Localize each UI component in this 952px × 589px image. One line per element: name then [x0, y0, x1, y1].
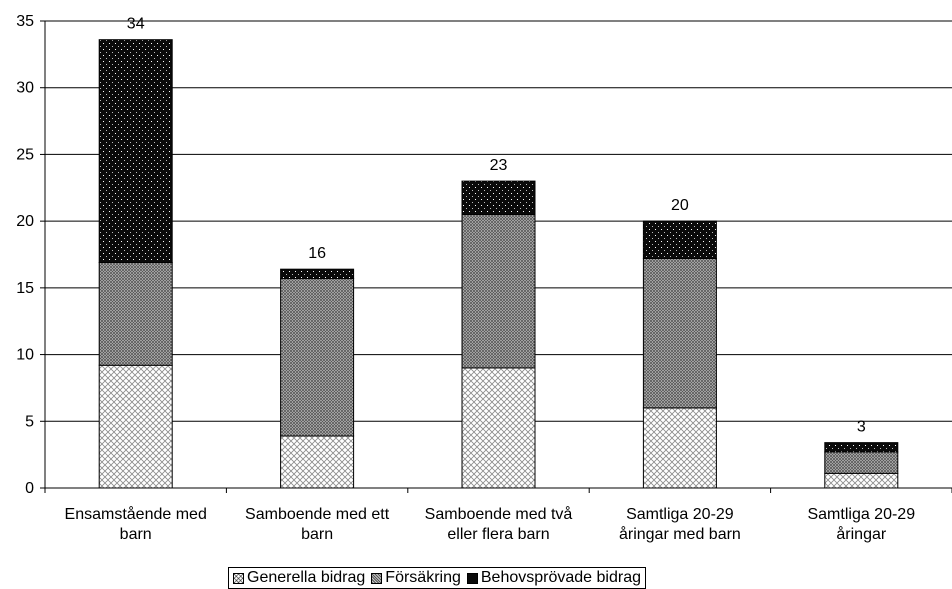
total-label: 23: [490, 157, 508, 174]
bar-segment: [461, 180, 536, 215]
bar-segment: [98, 39, 173, 264]
legend-item-forsakring: Försäkring: [371, 569, 461, 587]
y-tick-label: 30: [16, 80, 34, 97]
total-label: 3: [857, 419, 866, 436]
x-tick-label: Samboende med två eller flera barn: [424, 506, 573, 543]
legend-item-behovsprovade: Behovsprövade bidrag: [466, 569, 641, 587]
dense-hatch-swatch-icon: [371, 572, 383, 584]
bar-segment: [98, 262, 173, 366]
total-label: 34: [127, 16, 145, 33]
bars: [98, 39, 899, 489]
x-tick-label: Samtliga 20-29 åringar: [807, 506, 916, 543]
bar-segment: [824, 451, 899, 474]
bar-segment: [461, 367, 536, 489]
y-tick-label: 15: [16, 280, 34, 297]
crosshatch-swatch-icon: [233, 572, 244, 584]
bar-segment: [642, 407, 717, 489]
x-tick-label: Samtliga 20-29 åringar med barn: [618, 506, 741, 543]
legend-label: Försäkring: [385, 569, 461, 586]
bar-segment: [280, 268, 355, 280]
y-tick-label: 0: [25, 480, 34, 497]
total-labels: 34 16 23 20 3: [127, 16, 866, 436]
bar-segment: [642, 258, 717, 409]
legend-label: Behovsprövade bidrag: [480, 569, 641, 586]
bar-segment: [280, 278, 355, 437]
bar-segment: [642, 220, 717, 260]
y-tick-label: 5: [25, 413, 34, 430]
y-tick-label: 10: [16, 347, 34, 364]
bar-segment: [824, 442, 899, 453]
bar-segment: [98, 364, 173, 489]
bar-segment: [280, 435, 355, 489]
dotted-black-swatch-icon: [466, 572, 478, 584]
x-tick-label: Samboende med ett barn: [245, 506, 390, 543]
x-tick-label: Ensamstående med barn: [64, 506, 207, 543]
legend: Generella bidrag Försäkring Behovsprövad…: [228, 567, 646, 589]
total-label: 20: [671, 197, 689, 214]
y-tick-label: 35: [16, 13, 34, 30]
total-label: 16: [308, 245, 326, 262]
bar-segment: [824, 472, 899, 489]
y-tick-label: 25: [16, 146, 34, 163]
y-tick-label: 20: [16, 213, 34, 230]
bar-segment: [461, 213, 536, 369]
x-axis: [44, 487, 952, 493]
legend-label: Generella bidrag: [247, 569, 366, 586]
legend-item-generella: Generella bidrag: [233, 569, 365, 587]
y-axis: 0 5 10 15 20 25 30 35: [16, 13, 46, 497]
